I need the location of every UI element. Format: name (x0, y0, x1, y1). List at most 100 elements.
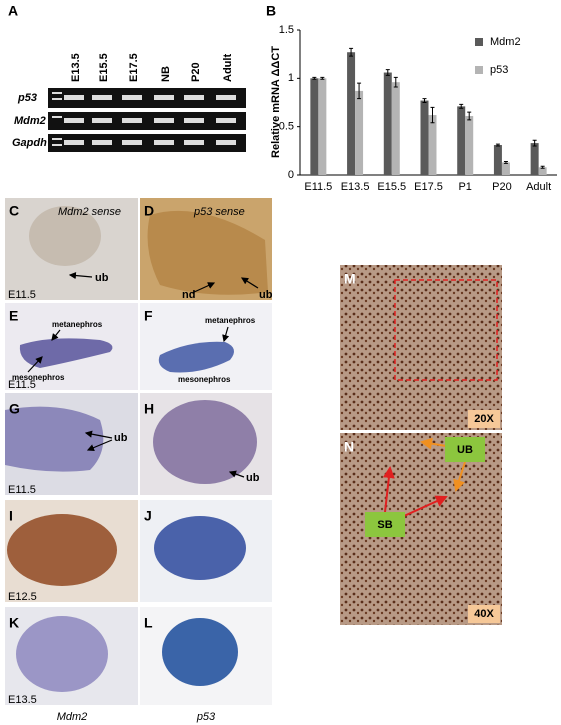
error-bar (393, 76, 398, 88)
error-bar (357, 82, 362, 100)
annotation: nd (182, 289, 195, 301)
stage: E11.5 (8, 484, 36, 496)
x-tick-label: Adult (526, 181, 551, 193)
error-bar (320, 76, 325, 80)
magnification: 40X (474, 608, 494, 620)
zoom-box (394, 279, 498, 381)
annotation: ub (114, 432, 128, 444)
panel-letter: M (344, 271, 356, 287)
arrow (68, 271, 93, 280)
arrow (240, 277, 259, 289)
bar (493, 145, 502, 175)
stage: E13.5 (8, 694, 37, 706)
panel-letter: G (9, 401, 20, 417)
panel-letter: J (144, 508, 152, 524)
bar (310, 78, 319, 175)
bar (318, 78, 327, 175)
tissue (162, 618, 238, 686)
legend-swatch (475, 38, 483, 46)
annotation: ub (259, 289, 273, 301)
arrow (191, 282, 216, 294)
lane-label: P20 (190, 62, 202, 82)
tissue (158, 341, 234, 373)
lane-label: E13.5 (70, 53, 82, 82)
tissue (5, 406, 104, 472)
bar (355, 90, 364, 175)
gel (48, 88, 246, 152)
bar (391, 82, 400, 175)
caption: p53 sense (193, 206, 245, 218)
arrow (86, 439, 113, 452)
tissue (153, 400, 257, 484)
error-bar (312, 76, 317, 80)
arrow (228, 470, 245, 478)
badge (468, 410, 500, 428)
annotation: mesonephros (12, 373, 65, 382)
lane-label: Adult (222, 54, 234, 82)
lane-label: E17.5 (128, 53, 140, 82)
annotation: mesonephros (178, 375, 231, 384)
arrow (403, 495, 448, 517)
arrow (382, 466, 395, 513)
x-tick-label: P20 (492, 181, 512, 193)
panel-letter: E (9, 308, 18, 324)
y-tick-label: 0.5 (279, 121, 294, 133)
legend-label: Mdm2 (490, 36, 521, 48)
x-tick-label: E13.5 (341, 181, 370, 193)
bar (457, 106, 466, 175)
panel-letter: K (9, 615, 19, 631)
error-bar (349, 47, 354, 57)
panel-letter: H (144, 401, 154, 417)
error-bar (503, 160, 508, 164)
error-bar (459, 103, 464, 109)
bar (465, 116, 474, 175)
annotation: ub (95, 272, 109, 284)
panel-letter: C (9, 203, 19, 219)
bar (538, 167, 547, 175)
row-label: Mdm2 (14, 115, 46, 127)
x-tick-label: E11.5 (304, 181, 332, 193)
bar-chart: 0 0.5 1 1.5 E11.5 E13.5 E15.5 E17.5 P1 P20 Adult Md… (279, 24, 557, 193)
bar (530, 143, 539, 175)
tissue (16, 616, 108, 692)
magnification: 20X (474, 413, 494, 425)
panel-letter: F (144, 308, 153, 324)
lane-label: NB (160, 66, 172, 82)
bar (420, 100, 429, 175)
badge (468, 605, 500, 623)
stage: E11.5 (8, 289, 36, 301)
stage: E12.5 (8, 591, 37, 603)
annotation: metanephros (52, 320, 103, 329)
tissue (19, 338, 113, 368)
row-label: Gapdh (12, 137, 47, 149)
arrow (420, 437, 447, 450)
error-bar (495, 143, 500, 147)
panel-letter: B (266, 3, 276, 19)
tissue (147, 210, 268, 295)
footer-label: Mdm2 (57, 711, 88, 723)
bar (383, 72, 392, 175)
panel-letter: L (144, 615, 153, 631)
error-bar (430, 106, 435, 124)
panel-letter: D (144, 203, 154, 219)
error-bar (422, 98, 427, 103)
badge (365, 512, 405, 537)
stage: E11.5 (8, 379, 36, 391)
tissue (154, 516, 246, 580)
legend-label: p53 (490, 64, 508, 76)
footer-label: p53 (196, 711, 216, 723)
arrow (27, 356, 43, 373)
image (340, 265, 502, 430)
annotation: ub (246, 472, 260, 484)
error-bar (540, 165, 545, 169)
arrow (453, 461, 466, 492)
panel-letter: A (8, 3, 18, 19)
x-tick-label: E15.5 (377, 181, 406, 193)
row-label: p53 (17, 92, 37, 104)
panel-letter: N (344, 439, 354, 455)
bar (501, 162, 510, 175)
badge (445, 437, 485, 462)
arrow (84, 430, 113, 439)
annotation: metanephros (205, 316, 256, 325)
